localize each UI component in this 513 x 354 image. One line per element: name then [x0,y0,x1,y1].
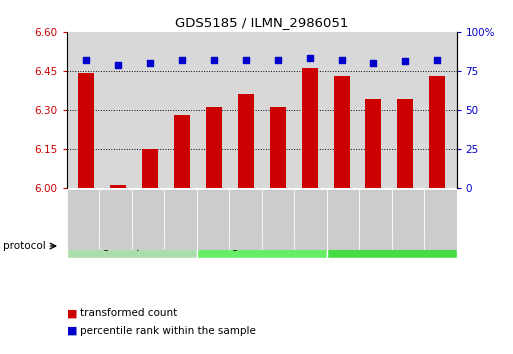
Point [338,57,346,63]
Title: GDS5185 / ILMN_2986051: GDS5185 / ILMN_2986051 [175,16,348,29]
Text: protocol: protocol [3,241,45,251]
Point [146,60,154,66]
Text: ■: ■ [67,326,77,336]
Bar [164,189,196,250]
Bar [174,115,190,188]
Point [114,62,122,67]
Point [369,60,378,66]
Text: Wig-1 depletion: Wig-1 depletion [90,241,173,251]
Point [242,57,250,63]
Text: transformed count: transformed count [80,308,177,318]
Bar [294,189,327,250]
Bar [429,76,445,188]
Bar [327,234,457,258]
Point [305,56,313,61]
Bar [327,189,359,250]
Point [401,59,409,64]
Bar [206,107,222,188]
Point [273,57,282,63]
Point [82,57,90,63]
Bar [67,234,196,258]
Bar [67,189,99,250]
Bar [359,189,391,250]
Bar [270,107,286,188]
Text: negative control: negative control [219,241,304,251]
Bar [302,68,318,188]
Bar [229,189,262,250]
Text: ■: ■ [67,308,77,318]
Bar [132,189,164,250]
Point [177,57,186,63]
Bar [424,189,457,250]
Bar [398,99,413,188]
Point [210,57,218,63]
Bar [196,234,327,258]
Bar [78,73,94,188]
Point [433,57,442,63]
Bar [262,189,294,250]
Bar [238,94,253,188]
Bar [142,149,158,188]
Bar [391,189,424,250]
Bar [99,189,132,250]
Text: percentile rank within the sample: percentile rank within the sample [80,326,255,336]
Bar [365,99,382,188]
Text: vehicle control: vehicle control [353,241,430,251]
Bar [196,189,229,250]
Bar [333,76,349,188]
Bar [110,185,126,188]
